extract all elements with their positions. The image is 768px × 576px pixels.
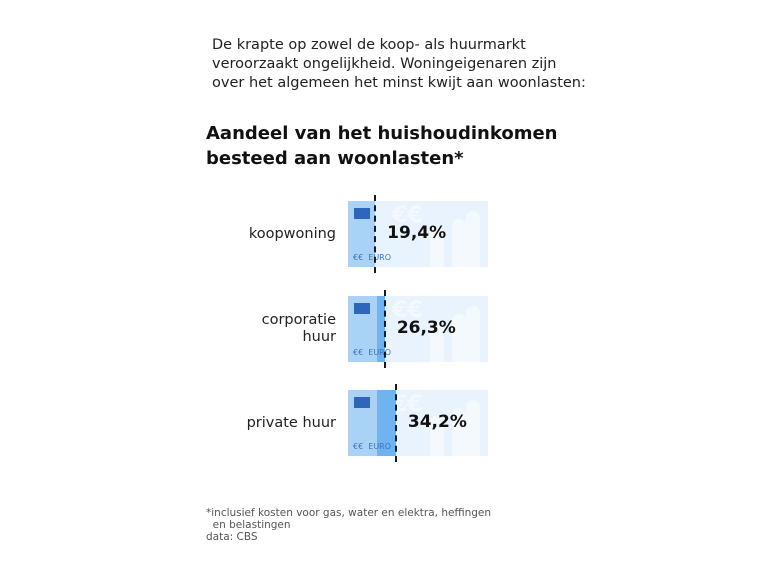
pillar-decoration bbox=[452, 408, 466, 456]
category-label: corporatie huur bbox=[262, 312, 336, 346]
data-label: 34,2% bbox=[407, 412, 467, 432]
data-label: 19,4% bbox=[387, 223, 447, 243]
bar-fill-extra bbox=[377, 296, 385, 362]
intro-line: over het algemeen het minst kwijt aan wo… bbox=[212, 75, 586, 91]
banknote-bar: €€ €€ EURO 34,2% bbox=[348, 384, 488, 462]
euro-text: €€ EURO bbox=[353, 348, 391, 357]
euro-text: €€ EURO bbox=[353, 442, 391, 451]
chart-title-line: Aandeel van het huishoudinkomen bbox=[206, 123, 558, 144]
banknote-background: €€ €€ EURO bbox=[348, 296, 488, 362]
category-label-line: corporatie bbox=[261, 312, 336, 328]
intro-line: veroorzaakt ongelijkheid. Woningeigenare… bbox=[212, 56, 557, 72]
category-label: private huur bbox=[247, 415, 336, 432]
banknote-background: €€ €€ EURO bbox=[348, 201, 488, 267]
banknote-bar: €€ €€ EURO 26,3% bbox=[348, 290, 488, 368]
euro-text: €€ EURO bbox=[353, 253, 391, 262]
pillar-decoration bbox=[466, 211, 480, 267]
category-label: koopwoning bbox=[249, 226, 336, 243]
pillar-decoration bbox=[430, 227, 444, 267]
pillar-decoration bbox=[452, 219, 466, 267]
euro-word: EURO bbox=[368, 442, 392, 451]
chart-title-line: besteed aan woonlasten* bbox=[206, 148, 464, 169]
intro-text: De krapte op zowel de koop- als huurmark… bbox=[212, 36, 592, 93]
euro-watermark: €€ bbox=[392, 203, 423, 228]
euro-symbol: €€ bbox=[353, 442, 369, 451]
eu-flag-icon bbox=[354, 208, 370, 219]
euro-symbol: €€ bbox=[353, 348, 369, 357]
euro-watermark: €€ bbox=[392, 298, 423, 323]
footnote: *inclusief kosten voor gas, water en ele… bbox=[206, 507, 491, 543]
pillar-decoration bbox=[430, 416, 444, 456]
banknote-background: €€ €€ EURO bbox=[348, 390, 488, 456]
pillar-decoration bbox=[466, 400, 480, 456]
chart-title: Aandeel van het huishoudinkomen besteed … bbox=[206, 121, 586, 171]
euro-word: EURO bbox=[368, 348, 392, 357]
bar-fill-extra bbox=[377, 390, 396, 456]
euro-symbol: €€ bbox=[353, 253, 369, 262]
footnote-line: en belastingen bbox=[206, 519, 291, 531]
value-marker bbox=[394, 384, 397, 462]
euro-word: EURO bbox=[368, 253, 392, 262]
banknote-bar: €€ €€ EURO 19,4% bbox=[348, 195, 488, 273]
pillar-decoration bbox=[430, 322, 444, 362]
eu-flag-icon bbox=[354, 397, 370, 408]
data-label: 26,3% bbox=[396, 318, 456, 338]
category-label-line: koopwoning bbox=[248, 225, 336, 242]
intro-line: De krapte op zowel de koop- als huurmark… bbox=[212, 37, 526, 53]
footnote-line: *inclusief kosten voor gas, water en ele… bbox=[206, 507, 492, 519]
pillar-decoration bbox=[452, 314, 466, 362]
euro-watermark: €€ bbox=[392, 392, 423, 417]
category-label-line: private huur bbox=[246, 414, 336, 431]
eu-flag-icon bbox=[354, 303, 370, 314]
value-marker bbox=[383, 290, 386, 368]
category-label-line: huur bbox=[302, 329, 336, 345]
value-marker bbox=[374, 195, 377, 273]
pillar-decoration bbox=[466, 306, 480, 362]
data-source: data: CBS bbox=[206, 531, 258, 543]
